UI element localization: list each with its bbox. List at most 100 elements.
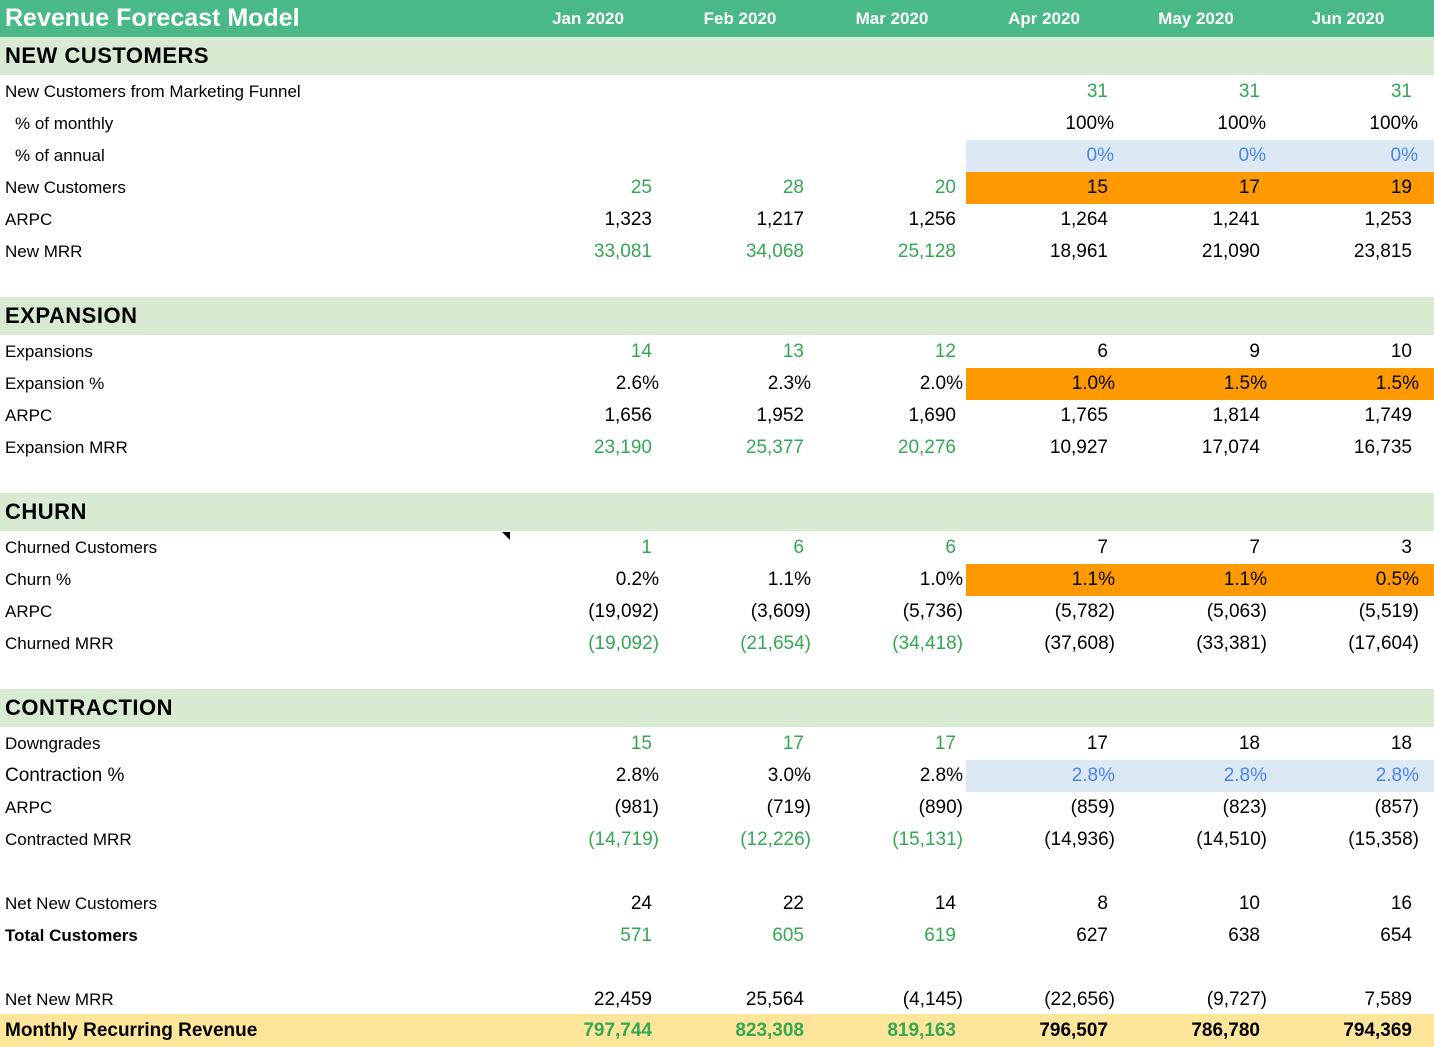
cell-mar[interactable]: 17	[934, 733, 956, 754]
cell-feb[interactable]: 1,952	[756, 405, 804, 426]
cell-jun[interactable]: 1.5%	[1272, 368, 1434, 400]
cell-jan[interactable]: 2.6%	[615, 373, 659, 394]
cell-jan[interactable]: 15	[630, 733, 652, 754]
cell-feb[interactable]	[664, 76, 816, 108]
cell-jan[interactable]: 14	[630, 341, 652, 362]
cell-jun[interactable]: 16	[1390, 893, 1412, 914]
cell-jun[interactable]: (15,358)	[1348, 829, 1419, 850]
cell-jan[interactable]: 797,744	[583, 1019, 652, 1041]
month-header-jun[interactable]: Jun 2020	[1311, 8, 1385, 28]
cell-mar[interactable]: 619	[924, 925, 956, 946]
cell-feb[interactable]: 17	[782, 733, 804, 754]
cell-apr[interactable]: 627	[1076, 925, 1108, 946]
cell-jun[interactable]: 16,735	[1353, 437, 1412, 458]
cell-jan[interactable]: 23,190	[593, 437, 652, 458]
cell-apr[interactable]: 796,507	[1039, 1019, 1108, 1041]
month-header-apr[interactable]: Apr 2020	[1008, 8, 1080, 28]
cell-may[interactable]: 1.1%	[1120, 564, 1272, 596]
cell-mar[interactable]: (5,736)	[902, 601, 963, 622]
cell-mar[interactable]: 6	[945, 537, 956, 558]
cell-jan[interactable]: (19,092)	[588, 601, 659, 622]
cell-jun[interactable]: 18	[1390, 733, 1412, 754]
cell-may[interactable]: 10	[1238, 893, 1260, 914]
cell-apr[interactable]: 18,961	[1049, 241, 1108, 262]
cell-mar[interactable]: 2.8%	[919, 765, 963, 786]
cell-feb[interactable]: 22	[782, 893, 804, 914]
cell-jan[interactable]: 33,081	[593, 241, 652, 262]
cell-jun[interactable]: 794,369	[1343, 1019, 1412, 1041]
cell-apr[interactable]: 2.8%	[966, 760, 1120, 792]
cell-feb[interactable]: 605	[772, 925, 804, 946]
cell-feb[interactable]: 3.0%	[767, 765, 811, 786]
cell-jan[interactable]: (14,719)	[588, 829, 659, 850]
cell-mar[interactable]	[816, 76, 968, 108]
cell-jun[interactable]: 2.8%	[1272, 760, 1434, 792]
cell-apr[interactable]: 15	[966, 172, 1120, 204]
cell-apr[interactable]: 1,765	[1060, 405, 1108, 426]
cell-may[interactable]: (823)	[1222, 797, 1267, 818]
cell-jan[interactable]: 1,656	[604, 405, 652, 426]
cell-apr[interactable]: 1.1%	[966, 564, 1120, 596]
cell-apr[interactable]: 17	[1086, 733, 1108, 754]
cell-feb[interactable]: 1.1%	[767, 569, 811, 590]
cell-jun[interactable]: 1,253	[1364, 209, 1412, 230]
cell-apr[interactable]: (22,656)	[1044, 989, 1115, 1010]
cell-apr[interactable]: (859)	[1070, 797, 1115, 818]
cell-jun[interactable]: (857)	[1374, 797, 1419, 818]
cell-may[interactable]: 0%	[1120, 140, 1272, 172]
cell-may[interactable]: 18	[1238, 733, 1260, 754]
cell-jan[interactable]: 24	[630, 893, 652, 914]
cell-feb[interactable]: (719)	[766, 797, 811, 818]
cell-apr[interactable]: 6	[1097, 341, 1108, 362]
cell-mar[interactable]: 1,256	[908, 209, 956, 230]
cell-jun[interactable]: 3	[1401, 537, 1412, 558]
cell-feb[interactable]: 1,217	[756, 209, 804, 230]
cell-may[interactable]: (5,063)	[1206, 601, 1267, 622]
cell-jun[interactable]: 100%	[1369, 113, 1418, 134]
cell-apr[interactable]: (5,782)	[1054, 601, 1115, 622]
cell-jun[interactable]: 1,749	[1364, 405, 1412, 426]
cell-may[interactable]: 2.8%	[1120, 760, 1272, 792]
cell-may[interactable]: 1,241	[1212, 209, 1260, 230]
cell-feb[interactable]: 25,377	[745, 437, 804, 458]
cell-apr[interactable]: 1.0%	[966, 368, 1120, 400]
cell-jan[interactable]: 22,459	[593, 989, 652, 1010]
cell-mar[interactable]: 1.0%	[919, 569, 963, 590]
cell-apr[interactable]: 0%	[966, 140, 1120, 172]
cell-mar[interactable]: 20	[934, 177, 956, 198]
cell-mar[interactable]: 14	[934, 893, 956, 914]
cell-may[interactable]: 7	[1249, 537, 1260, 558]
cell-jun[interactable]: 23,815	[1353, 241, 1412, 262]
cell-jan[interactable]: 571	[620, 925, 652, 946]
cell-mar[interactable]: (34,418)	[892, 633, 963, 654]
cell-may[interactable]: 9	[1249, 341, 1260, 362]
cell-feb[interactable]: 34,068	[745, 241, 804, 262]
cell-apr[interactable]: 1,264	[1060, 209, 1108, 230]
cell-jun[interactable]: 0.5%	[1272, 564, 1434, 596]
cell-mar[interactable]: (890)	[918, 797, 963, 818]
cell-feb[interactable]: 2.3%	[767, 373, 811, 394]
cell-apr[interactable]: (37,608)	[1044, 633, 1115, 654]
cell-feb[interactable]: 823,308	[735, 1019, 804, 1041]
cell-jun[interactable]: 654	[1380, 925, 1412, 946]
cell-mar[interactable]: 12	[934, 341, 956, 362]
cell-may[interactable]: 17,074	[1201, 437, 1260, 458]
cell-mar[interactable]: 20,276	[897, 437, 956, 458]
cell-feb[interactable]: 6	[793, 537, 804, 558]
cell-feb[interactable]: (21,654)	[740, 633, 811, 654]
cell-jun[interactable]: 7,589	[1364, 989, 1412, 1010]
cell-may[interactable]: (9,727)	[1206, 989, 1267, 1010]
cell-may[interactable]: 1,814	[1212, 405, 1260, 426]
cell-may[interactable]: 638	[1228, 925, 1260, 946]
cell-jan[interactable]	[512, 76, 664, 108]
cell-apr[interactable]: 100%	[1065, 113, 1114, 134]
cell-jun[interactable]: 0%	[1272, 140, 1434, 172]
cell-mar[interactable]: (15,131)	[892, 829, 963, 850]
cell-jun[interactable]: 19	[1272, 172, 1434, 204]
cell-jan[interactable]: 25	[630, 177, 652, 198]
cell-jan[interactable]: (981)	[614, 797, 659, 818]
cell-apr[interactable]: (14,936)	[1044, 829, 1115, 850]
cell-jan[interactable]: 0.2%	[615, 569, 659, 590]
month-header-may[interactable]: May 2020	[1158, 8, 1234, 28]
cell-mar[interactable]: 819,163	[887, 1019, 956, 1041]
